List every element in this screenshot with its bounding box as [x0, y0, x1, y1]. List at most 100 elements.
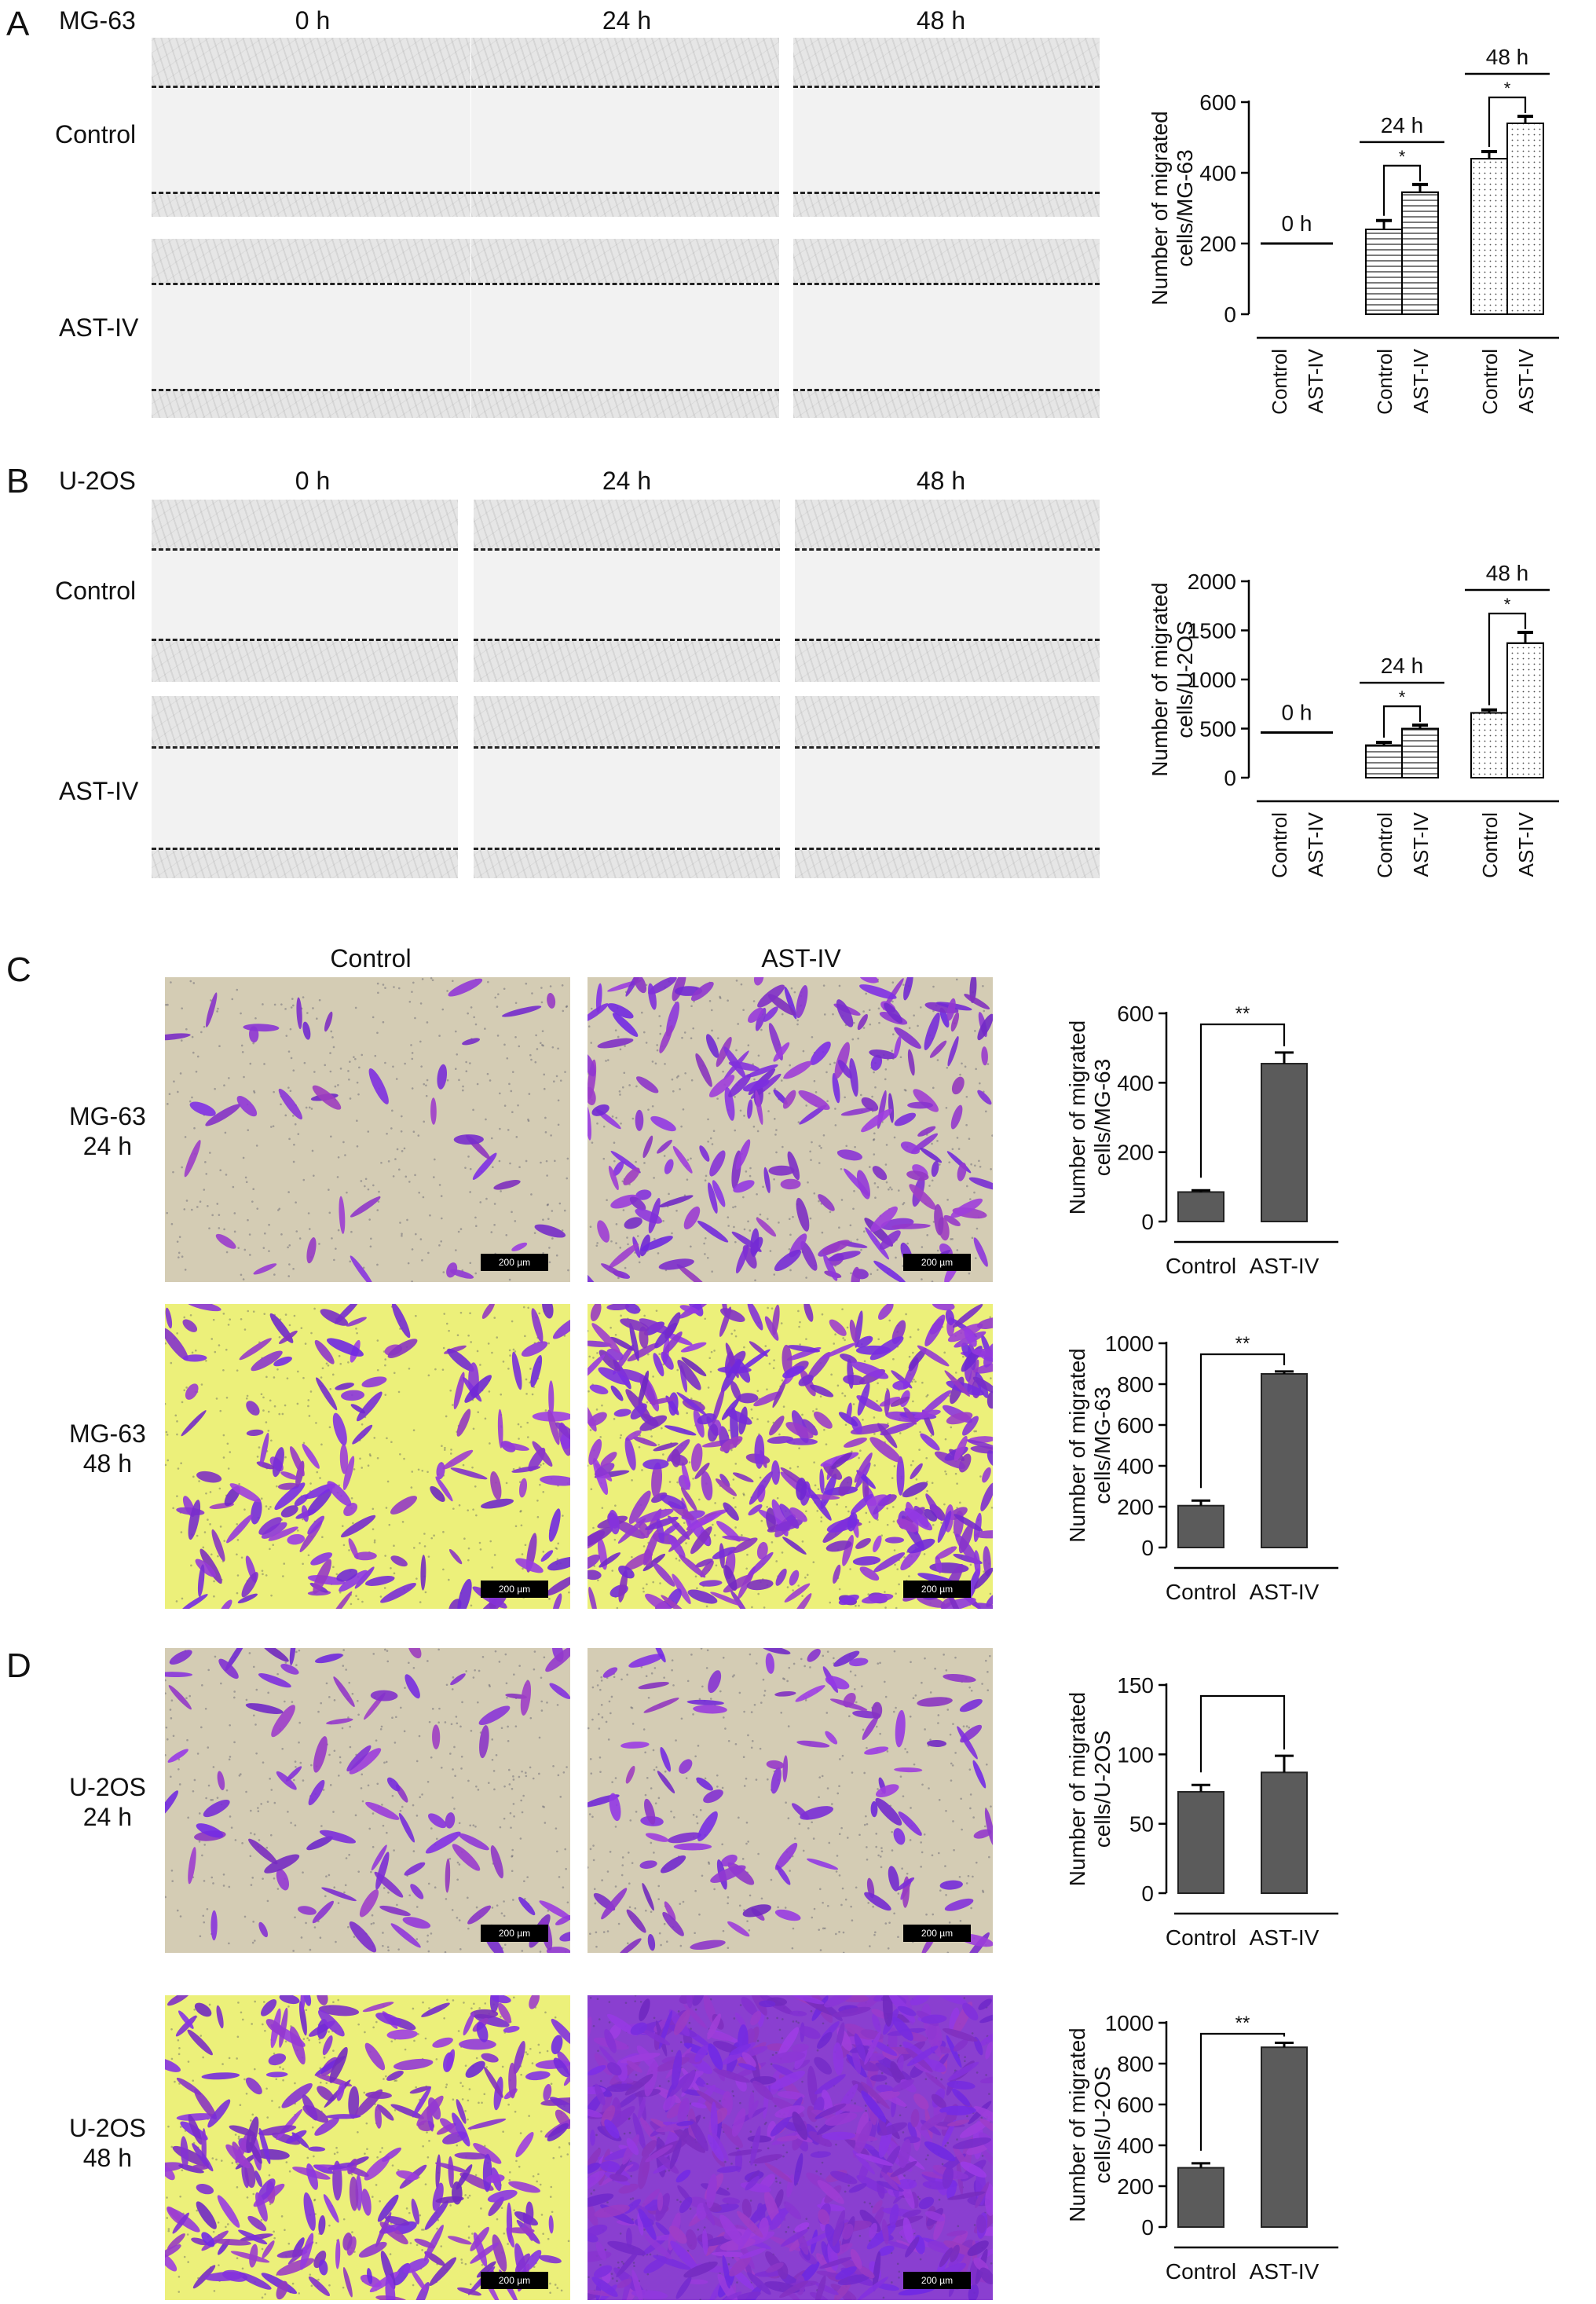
bar [1470, 712, 1508, 778]
x-tick-label: AST-IV [1250, 2259, 1320, 2284]
bar [1365, 229, 1403, 315]
y-axis-label: Number of migratedcells/MG-63 [1065, 1348, 1115, 1542]
row-label-b-control: Control [55, 577, 137, 605]
transwell-row-label-1: MG-63 24 h [69, 1101, 146, 1162]
bar [1261, 2046, 1308, 2228]
y-tick-label: 800 [1117, 2052, 1154, 2076]
significance-bracket [1199, 2032, 1286, 2151]
x-tick-label: Control [1166, 1580, 1236, 1604]
y-tick-label: 1000 [1188, 668, 1236, 692]
y-tick-label: 400 [1199, 161, 1236, 185]
y-axis-label: Number of migratedcells/U-2OS [1065, 2027, 1115, 2222]
row-time: 24 h [82, 1132, 133, 1161]
transwell-row-label-2: MG-63 48 h [69, 1419, 146, 1479]
y-tick-label: 150 [1117, 1673, 1154, 1698]
wound-image-a-ast-iv-0h [152, 239, 470, 418]
group-label: 48 h [1486, 45, 1529, 69]
significance-bracket [1488, 612, 1527, 705]
wound-image-b-control-0h [152, 500, 458, 682]
significance-bracket [1199, 1023, 1286, 1178]
x-tick-label: Control [1268, 812, 1291, 878]
row-cell-line: U-2OS [69, 2114, 146, 2142]
x-tick-label: Control [1268, 349, 1291, 415]
bar [1261, 1063, 1308, 1222]
time-label-a-24h: 24 h [602, 6, 652, 35]
y-tick-label: 600 [1117, 1002, 1154, 1026]
significance-star: * [1504, 595, 1511, 614]
x-tick-label: AST-IV [1409, 348, 1433, 413]
panel-letter-d: D [6, 1646, 31, 1685]
bar [1470, 158, 1508, 315]
wound-image-a-ast-iv-48h [793, 239, 1100, 418]
transwell-image-u2os-24h-control: 200 µm [165, 1648, 570, 1953]
y-axis-label: Number of migratedcells/MG-63 [1148, 111, 1197, 305]
wound-image-b-control-48h [795, 500, 1100, 682]
bar [1177, 1504, 1224, 1548]
significance-bracket [1382, 164, 1422, 216]
y-tick-label: 0 [1224, 302, 1236, 327]
x-tick-label: AST-IV [1514, 348, 1538, 413]
row-cell-line: MG-63 [69, 1419, 146, 1448]
y-tick-label: 1000 [1105, 2011, 1154, 2035]
x-tick-label: Control [1373, 812, 1396, 878]
time-label-b-48h: 48 h [916, 467, 966, 495]
wound-image-b-ast-iv-48h [795, 696, 1100, 878]
transwell-row-label-3: U-2OS 24 h [69, 1772, 146, 1833]
bar [1401, 191, 1439, 315]
stained-cells [165, 1304, 570, 1609]
x-tick-label: Control [1478, 812, 1502, 878]
y-tick-label: 1000 [1105, 1331, 1154, 1356]
y-tick-label: 400 [1117, 1071, 1154, 1095]
transwell-image-mg63-48h-ast-iv: 200 µm [588, 1304, 993, 1609]
y-tick-label: 0 [1141, 1210, 1154, 1234]
x-tick-label: AST-IV [1304, 348, 1327, 413]
significance-star: * [1399, 687, 1406, 707]
y-tick-label: 200 [1199, 232, 1236, 256]
wound-image-a-ast-iv-24h [471, 239, 779, 418]
wound-image-b-control-24h [474, 500, 780, 682]
y-tick-label: 400 [1117, 2134, 1154, 2158]
y-tick-label: 2000 [1188, 570, 1236, 594]
x-tick-label: Control [1166, 2259, 1236, 2284]
y-axis-label: Number of migratedcells/U-2OS [1148, 582, 1197, 776]
significance-star: ** [1235, 2013, 1250, 2034]
panel-letter-b: B [6, 462, 30, 500]
y-tick-label: 0 [1141, 1881, 1154, 1906]
x-tick-label: Control [1373, 349, 1396, 415]
significance-bracket [1199, 1694, 1286, 1773]
y-tick-label: 0 [1141, 1536, 1154, 1560]
scale-bar: 200 µm [903, 1254, 971, 1271]
stained-cells [165, 1995, 570, 2300]
row-label-b-ast-iv: AST-IV [59, 777, 139, 805]
significance-bracket [1488, 96, 1527, 147]
wound-image-a-control-0h [152, 38, 470, 217]
row-time: 24 h [82, 1803, 133, 1832]
y-tick-label: 50 [1129, 1812, 1154, 1837]
wound-image-a-control-48h [793, 38, 1100, 217]
bar [1261, 1373, 1308, 1548]
x-tick-label: AST-IV [1514, 811, 1538, 877]
row-cell-line: U-2OS [69, 1773, 146, 1801]
transwell-col-label-ast-iv: AST-IV [761, 944, 841, 973]
transwell-image-u2os-48h-control: 200 µm [165, 1995, 570, 2300]
group-label: 0 h [1282, 211, 1312, 236]
group-label: 48 h [1486, 561, 1529, 585]
significance-star: ** [1235, 1333, 1250, 1354]
y-tick-label: 600 [1117, 2093, 1154, 2117]
time-label-b-24h: 24 h [602, 467, 652, 495]
stained-cells [165, 977, 569, 1282]
stained-cells [588, 977, 993, 1282]
significance-bracket [1382, 705, 1422, 738]
scale-bar: 200 µm [481, 1581, 548, 1598]
y-tick-label: 200 [1117, 1495, 1154, 1519]
transwell-image-u2os-24h-ast-iv: 200 µm [588, 1648, 993, 1953]
wound-image-b-ast-iv-0h [152, 696, 458, 878]
x-tick-label: AST-IV [1304, 811, 1327, 877]
y-axis-label: Number of migratedcells/MG-63 [1065, 1020, 1115, 1214]
row-time: 48 h [82, 2144, 133, 2173]
scale-bar: 200 µm [903, 1581, 971, 1598]
bar [1506, 642, 1544, 778]
cell-line-label-a: MG-63 [59, 6, 136, 35]
